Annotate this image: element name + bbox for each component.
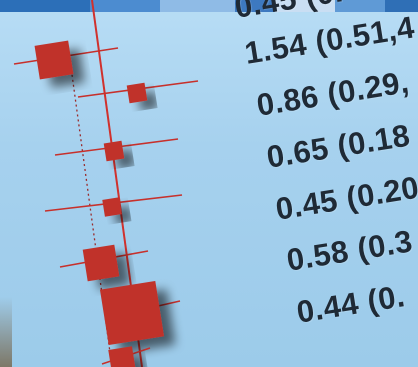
top-bar-segment [90, 0, 160, 12]
top-bar-segment [275, 0, 335, 12]
top-color-bar [0, 0, 418, 12]
estimate-marker [102, 197, 122, 217]
top-bar-segment [0, 0, 90, 12]
estimate-marker [126, 82, 148, 104]
top-bar-segment [160, 0, 235, 12]
estimate-marker [82, 244, 120, 282]
estimate-marker [99, 280, 165, 346]
estimate-marker [34, 40, 74, 80]
pooled-estimate-line [69, 59, 113, 367]
top-bar-segment [235, 0, 275, 12]
estimate-marker [108, 346, 136, 367]
top-bar-segment [335, 0, 385, 12]
estimate-marker [103, 140, 125, 162]
background-detail [0, 297, 12, 367]
top-bar-segment [385, 0, 418, 12]
